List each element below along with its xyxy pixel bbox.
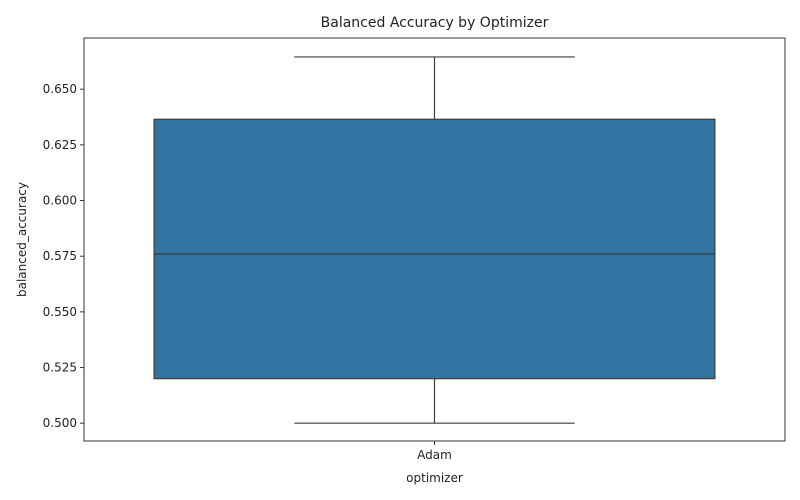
y-tick-label: 0.650 bbox=[43, 82, 77, 96]
iqr-box bbox=[153, 118, 716, 380]
y-tick-label: 0.525 bbox=[43, 361, 77, 375]
y-tick-label: 0.625 bbox=[43, 138, 77, 152]
box-plot-series bbox=[153, 56, 716, 424]
x-tick-label: Adam bbox=[417, 448, 452, 462]
plot-frame bbox=[83, 37, 786, 442]
y-axis-ticks: 0.500 0.525 0.550 0.575 0.600 0.625 0.650 bbox=[43, 82, 84, 430]
x-axis-ticks: Adam bbox=[417, 441, 452, 462]
box-group-adam bbox=[153, 56, 716, 424]
y-tick-label: 0.600 bbox=[43, 194, 77, 208]
y-tick-label: 0.550 bbox=[43, 305, 77, 319]
x-axis-label: optimizer bbox=[406, 471, 463, 485]
y-tick-label: 0.575 bbox=[43, 249, 77, 263]
y-axis-label: balanced_accuracy bbox=[15, 182, 29, 297]
chart-title: Balanced Accuracy by Optimizer bbox=[321, 15, 549, 31]
y-tick-label: 0.500 bbox=[43, 416, 77, 430]
